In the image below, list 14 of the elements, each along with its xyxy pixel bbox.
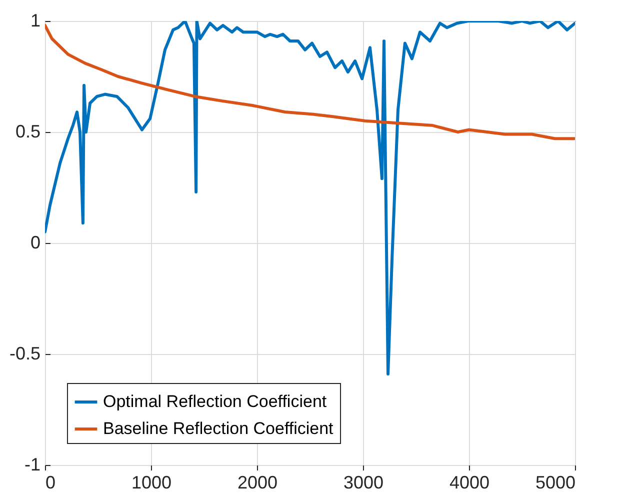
y-tick-label: -0.5	[9, 344, 40, 364]
y-tick-label: 0.5	[15, 122, 40, 142]
line-series	[45, 24, 575, 140]
legend-label: Baseline Reflection Coefficient	[103, 419, 334, 438]
x-tick-label: 2000	[237, 472, 278, 492]
x-tick-label: 0	[46, 472, 56, 492]
x-tick-label: 1000	[131, 472, 172, 492]
y-tick-label: 1	[30, 10, 40, 30]
x-tick-label: 3000	[343, 472, 384, 492]
y-tick-label: -1	[24, 454, 40, 474]
x-tick-label: 4000	[449, 472, 490, 492]
legend-label: Optimal Reflection Coefficient	[103, 392, 327, 411]
y-tick-label: 0	[30, 232, 40, 252]
x-tick-label: 5000	[535, 472, 576, 492]
